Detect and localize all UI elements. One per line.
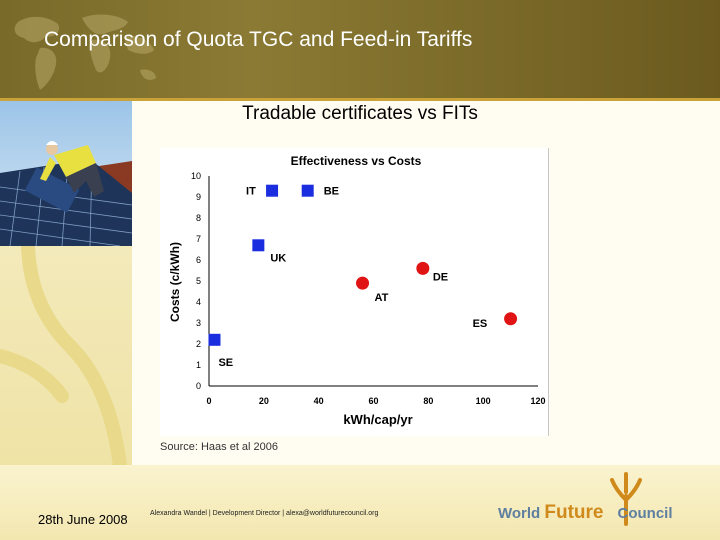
logo-wordmark: World Future Council xyxy=(498,502,673,524)
y-tick-label: 6 xyxy=(196,255,201,265)
slide-footer xyxy=(0,465,720,540)
source-note: Source: Haas et al 2006 xyxy=(160,441,279,453)
tree-figure-icon xyxy=(610,472,642,526)
data-point-at xyxy=(356,276,370,290)
data-label-be: BE xyxy=(324,186,339,198)
slide-title: Comparison of Quota TGC and Feed-in Tari… xyxy=(44,28,473,51)
y-tick-label: 7 xyxy=(196,234,201,244)
y-tick-label: 8 xyxy=(196,213,201,223)
chart-canvas: Effectiveness vs Costs Costs (c/kWh) kWh… xyxy=(168,154,546,427)
y-tick-label: 3 xyxy=(196,318,201,328)
data-label-at: AT xyxy=(375,292,389,304)
data-label-de: DE xyxy=(433,271,448,283)
y-tick-label: 5 xyxy=(196,276,201,286)
data-label-se: SE xyxy=(218,357,233,369)
data-label-it: IT xyxy=(246,186,256,198)
data-points: IT BE UK SE AT DE ES xyxy=(208,184,518,369)
logo-future: Future xyxy=(544,502,604,523)
scatter-chart: Effectiveness vs Costs Costs (c/kWh) kWh… xyxy=(160,148,549,436)
solar-installer-photo xyxy=(0,101,132,246)
y-axis-label: Costs (c/kWh) xyxy=(168,242,182,322)
y-tick-label: 0 xyxy=(196,381,201,391)
data-point-se xyxy=(208,333,221,346)
y-tick-label: 9 xyxy=(196,192,201,202)
data-label-uk: UK xyxy=(270,252,286,264)
footer-date: 28th June 2008 xyxy=(38,512,128,527)
data-point-de xyxy=(416,261,430,275)
x-axis-label: kWh/cap/yr xyxy=(343,412,412,427)
y-tick-labels: 0 1 2 3 4 5 6 7 8 9 10 xyxy=(191,171,201,391)
x-tick-label: 120 xyxy=(530,396,545,406)
data-label-es: ES xyxy=(473,318,488,330)
data-point-uk xyxy=(252,239,265,252)
y-tick-label: 1 xyxy=(196,360,201,370)
y-tick-label: 2 xyxy=(196,339,201,349)
slide-subtitle: Tradable certificates vs FITs xyxy=(242,103,478,124)
x-tick-label: 20 xyxy=(259,396,269,406)
x-tick-labels: 0 20 40 60 80 100 120 xyxy=(206,396,545,406)
x-tick-label: 60 xyxy=(368,396,378,406)
x-tick-label: 40 xyxy=(314,396,324,406)
data-point-es xyxy=(504,312,518,326)
decorative-swirl xyxy=(0,246,127,466)
chart-title: Effectiveness vs Costs xyxy=(291,154,422,168)
slide-header: Comparison of Quota TGC and Feed-in Tari… xyxy=(0,0,720,98)
logo-council: Council xyxy=(617,505,673,522)
y-tick-label: 10 xyxy=(191,171,201,181)
data-point-it xyxy=(266,184,279,197)
data-point-be xyxy=(301,184,314,197)
x-tick-label: 0 xyxy=(206,396,211,406)
header-divider xyxy=(0,98,720,101)
world-map-icon xyxy=(14,14,156,90)
x-tick-label: 100 xyxy=(476,396,491,406)
y-tick-label: 4 xyxy=(196,297,201,307)
logo-world: World xyxy=(498,505,541,522)
footer-credit: Alexandra Wandel | Development Director … xyxy=(150,510,379,517)
world-future-council-logo: World Future Council xyxy=(498,470,708,526)
x-tick-label: 80 xyxy=(423,396,433,406)
